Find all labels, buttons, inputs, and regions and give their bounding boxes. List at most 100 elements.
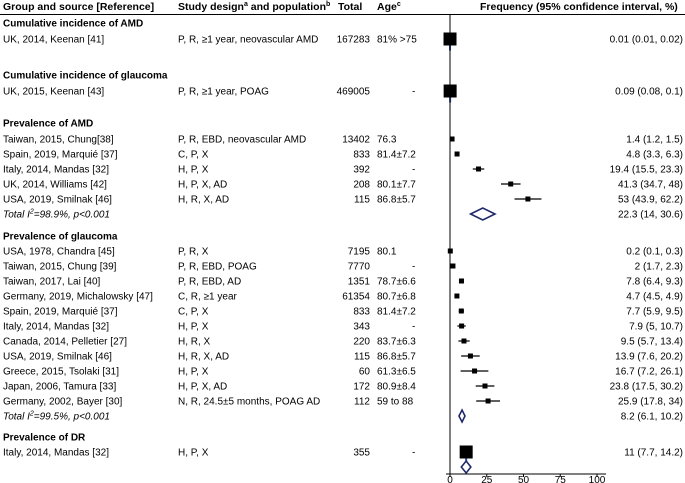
- study-ci-text: 0.2 (0.1, 0.3): [626, 247, 683, 258]
- study-total: 355: [353, 448, 370, 459]
- study-ci-text: 41.3 (34.7, 48): [618, 180, 683, 191]
- study-total: 469005: [337, 87, 371, 98]
- study-total: 167283: [337, 35, 371, 46]
- total-heterogeneity-label: Total I2=98.9%, p<0.001: [3, 209, 110, 221]
- study-source: Germany, 2019, Michalowsky [47]: [3, 292, 153, 303]
- study-total: 13402: [342, 135, 370, 146]
- point-estimate-marker: [467, 353, 473, 359]
- study-design: C, P, X: [178, 307, 209, 318]
- study-ci-text: 11 (7.7, 14.2): [624, 448, 683, 459]
- study-source: UK, 2014, Williams [42]: [3, 180, 107, 191]
- study-total: 208: [353, 180, 370, 191]
- study-ci-text: 13.9 (7.6, 20.2): [615, 352, 683, 363]
- study-age: 81% >75: [377, 35, 417, 46]
- point-estimate-marker: [458, 278, 464, 284]
- study-total: 172: [353, 382, 370, 393]
- study-age: -: [412, 322, 415, 333]
- point-estimate-marker: [461, 338, 467, 344]
- study-age: 59 to 88: [377, 397, 414, 408]
- study-total: 7195: [348, 247, 371, 258]
- study-source: Spain, 2019, Marquié [37]: [3, 150, 118, 161]
- study-age: -: [412, 87, 415, 98]
- study-total: 115: [354, 352, 370, 363]
- study-ci-text: 7.8 (6.4, 9.3): [626, 277, 683, 288]
- point-estimate-marker: [525, 196, 531, 202]
- study-total: 7770: [348, 262, 371, 273]
- study-design: H, P, X, AD: [178, 180, 227, 191]
- study-ci-text: 53 (43.9, 62.2): [618, 195, 683, 206]
- pooled-estimate-diamond: [460, 459, 472, 475]
- study-age: 81.4±7.2: [377, 307, 416, 318]
- study-age: 80.1±7.7: [377, 180, 416, 191]
- study-source: Greece, 2015, Tsolaki [31]: [3, 367, 119, 378]
- study-ci-text: 22.3 (14, 30.6): [618, 210, 683, 221]
- study-source: Italy, 2014, Mandas [32]: [3, 322, 109, 333]
- study-total: 1351: [348, 277, 371, 288]
- study-ci-text: 0.09 (0.08, 0.1): [615, 87, 683, 98]
- study-age: 86.8±5.7: [377, 195, 416, 206]
- column-headers: Group and source [Reference] Study desig…: [0, 1, 685, 15]
- study-total: 833: [353, 307, 370, 318]
- group-title: Prevalence of DR: [3, 433, 86, 444]
- study-ci-text: 25.9 (17.8, 34): [618, 397, 683, 408]
- study-source: Taiwan, 2017, Lai [40]: [3, 277, 101, 288]
- point-estimate-marker: [449, 136, 455, 142]
- header-frequency: Frequency (95% confidence interval, %): [480, 1, 678, 13]
- study-design: H, P, X: [178, 367, 209, 378]
- group-title: Prevalence of AMD: [3, 119, 93, 130]
- group-title: Cumulative incidence of AMD: [3, 19, 143, 30]
- study-source: USA, 2019, Smilnak [46]: [3, 195, 112, 206]
- study-age: -: [412, 165, 415, 176]
- study-age: 80.1: [377, 247, 397, 258]
- point-estimate-marker: [472, 368, 478, 374]
- study-source: Italy, 2014, Mandas [32]: [3, 448, 109, 459]
- study-design: N, R, 24.5±5 months, POAG AD: [178, 397, 320, 408]
- study-ci-text: 2 (1.7, 2.3): [635, 262, 683, 273]
- point-estimate-marker: [458, 308, 464, 314]
- study-ci-text: 1.4 (1.2, 1.5): [626, 135, 683, 146]
- x-tick-label: 0: [447, 475, 453, 483]
- study-age: 81.4±7.2: [377, 150, 416, 161]
- study-design: H, P, X: [178, 165, 209, 176]
- study-ci-text: 23.8 (17.5, 30.2): [610, 382, 683, 393]
- study-age: 80.9±8.4: [377, 382, 416, 393]
- study-ci-text: 9.5 (5.7, 13.4): [621, 337, 683, 348]
- x-tick-label: 25: [481, 475, 493, 483]
- study-source: Canada, 2014, Pelletier [27]: [3, 337, 127, 348]
- study-source: UK, 2015, Keenan [43]: [3, 87, 104, 98]
- study-design: H, R, X: [178, 337, 211, 348]
- study-total: 392: [353, 165, 370, 176]
- x-axis: 0 25 50 75 100: [446, 14, 606, 483]
- study-age: -: [412, 448, 415, 459]
- header-group: Group and source [Reference]: [3, 1, 154, 13]
- study-age: -: [412, 262, 415, 273]
- x-tick-label: 50: [518, 475, 530, 483]
- study-design: H, P, X: [178, 322, 209, 333]
- study-total: 60: [359, 367, 371, 378]
- study-total: 220: [353, 337, 370, 348]
- study-design: C, P, X: [178, 150, 209, 161]
- point-estimate-marker: [459, 323, 465, 329]
- point-estimate-marker: [459, 445, 473, 459]
- pooled-estimate-diamond: [458, 408, 466, 424]
- study-design: H, R, X, AD: [178, 195, 229, 206]
- point-estimate-marker: [485, 398, 491, 404]
- study-source: Japan, 2006, Tamura [33]: [3, 382, 116, 393]
- study-total: 115: [354, 195, 370, 206]
- study-design: P, R, ≥1 year, POAG: [178, 87, 269, 98]
- study-design: H, P, X: [178, 448, 209, 459]
- pooled-estimate-diamond: [468, 207, 497, 221]
- study-total: 833: [353, 150, 370, 161]
- study-design: H, P, X, AD: [178, 382, 227, 393]
- point-estimate-marker: [454, 293, 460, 299]
- forest-rows: Cumulative incidence of AMD UK, 2014, Kee…: [3, 19, 683, 475]
- study-total: 61354: [342, 292, 370, 303]
- study-source: Taiwan, 2015, Chung[38]: [3, 135, 114, 146]
- point-estimate-marker: [482, 383, 488, 389]
- point-estimate-marker: [450, 263, 456, 269]
- study-ci-text: 7.9 (5, 10.7): [629, 322, 683, 333]
- study-total: 112: [354, 397, 370, 408]
- study-age: 78.7±6.6: [377, 277, 416, 288]
- study-ci-text: 8.2 (6.1, 10.2): [621, 412, 683, 423]
